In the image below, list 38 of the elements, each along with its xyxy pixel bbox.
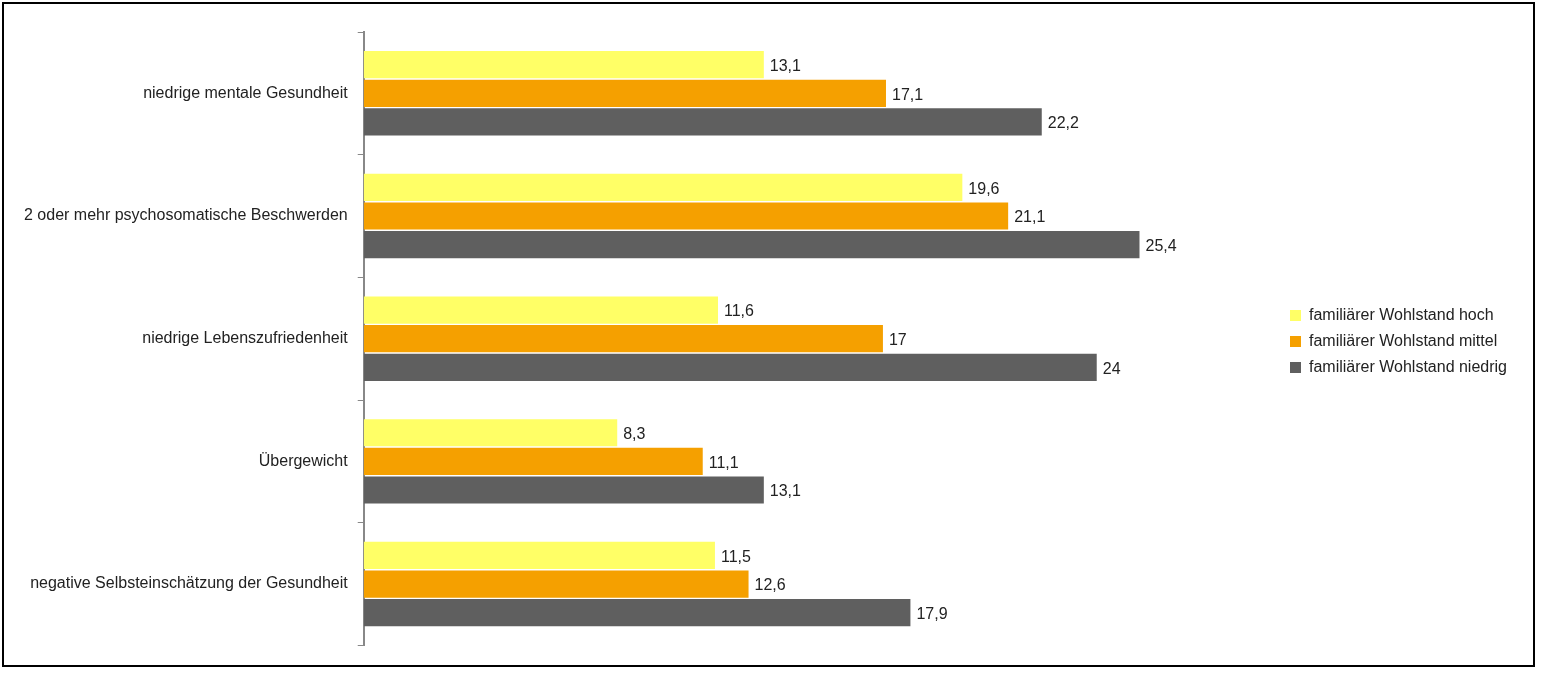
bar — [363, 325, 883, 353]
bar — [363, 570, 749, 598]
bar — [363, 419, 618, 447]
bar — [363, 231, 1140, 259]
legend-label: familiärer Wohlstand mittel — [1308, 331, 1498, 349]
y-tick-label: niedrige mentale Gesundheit — [143, 83, 349, 101]
data-label: 19,6 — [968, 179, 1000, 197]
bar — [363, 108, 1042, 136]
data-label: 17 — [888, 331, 907, 349]
data-label: 13,1 — [769, 482, 802, 500]
bar — [363, 599, 911, 627]
data-label: 8,3 — [623, 425, 646, 443]
bar — [363, 353, 1097, 381]
legend-label: familiärer Wohlstand hoch — [1308, 305, 1494, 323]
data-label: 12,6 — [754, 576, 786, 594]
bar — [363, 541, 715, 570]
bar — [363, 202, 1009, 230]
data-label: 17,9 — [916, 605, 948, 623]
data-label: 24 — [1102, 359, 1121, 377]
data-label: 21,1 — [1014, 208, 1046, 226]
bar — [363, 51, 764, 79]
legend-label: familiärer Wohlstand niedrig — [1308, 357, 1507, 375]
data-label: 11,5 — [720, 547, 752, 565]
bar — [363, 79, 886, 107]
y-tick-label: Übergewicht — [258, 451, 349, 469]
data-label: 22,2 — [1047, 114, 1079, 132]
data-label: 11,1 — [708, 453, 739, 471]
y-tick-label: 2 oder mehr psychosomatische Beschwerden — [24, 206, 348, 224]
bar — [363, 476, 764, 504]
bar — [363, 296, 719, 324]
data-label: 13,1 — [769, 57, 802, 75]
bar — [363, 173, 963, 201]
y-tick-label: negative Selbsteinschätzung der Gesundheit — [30, 574, 349, 592]
data-label: 25,4 — [1145, 237, 1177, 255]
bar — [363, 447, 703, 475]
data-label: 17,1 — [891, 85, 924, 103]
y-tick-label: niedrige Lebenszufriedenheit — [142, 329, 349, 347]
data-label: 11,6 — [724, 302, 755, 320]
